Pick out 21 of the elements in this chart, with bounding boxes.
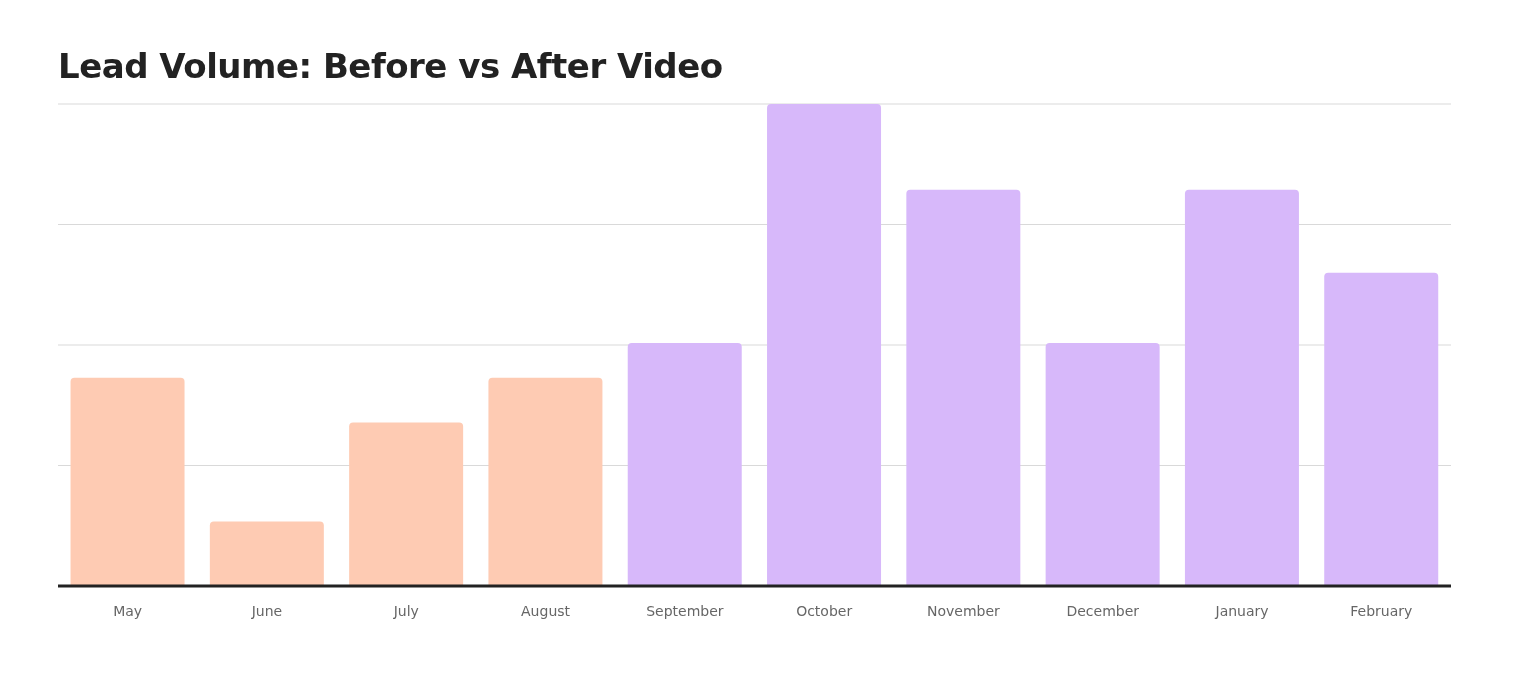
- bar: [488, 377, 603, 586]
- bar: [1045, 343, 1160, 586]
- x-tick-label: June: [250, 602, 283, 619]
- bar: [209, 521, 324, 586]
- x-tick-label: November: [927, 602, 1001, 619]
- chart-title: Lead Volume: Before vs After Video: [58, 46, 724, 86]
- x-tick-label: October: [796, 602, 853, 619]
- bar: [1324, 272, 1439, 586]
- bar: [349, 422, 464, 586]
- bar: [767, 104, 882, 586]
- x-tick-label: January: [1214, 602, 1269, 619]
- bar: [70, 377, 185, 586]
- bar: [1184, 189, 1299, 586]
- x-tick-label: August: [521, 602, 571, 619]
- x-tick-label: May: [113, 602, 143, 619]
- x-tick-label: February: [1350, 602, 1413, 619]
- bar: [627, 343, 742, 586]
- x-tick-label: July: [392, 602, 419, 619]
- x-tick-label: December: [1066, 602, 1140, 619]
- bar: [906, 189, 1021, 586]
- x-tick-label: September: [646, 602, 724, 619]
